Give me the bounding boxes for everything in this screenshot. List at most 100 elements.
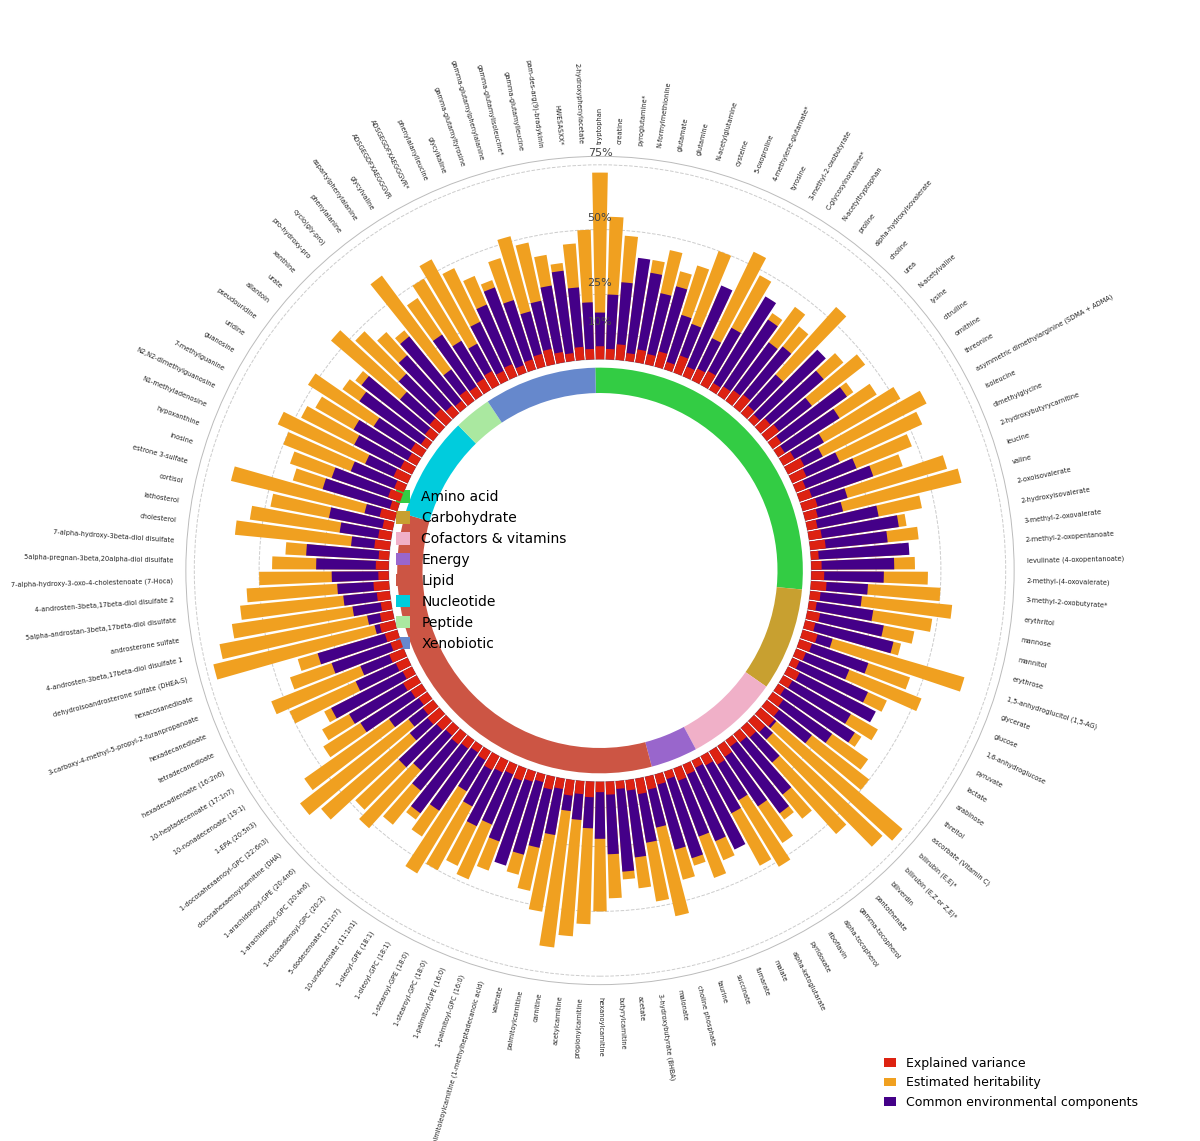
Wedge shape <box>329 508 395 531</box>
Wedge shape <box>749 715 882 847</box>
Wedge shape <box>544 775 554 790</box>
Wedge shape <box>293 469 400 511</box>
Wedge shape <box>259 572 389 585</box>
Wedge shape <box>298 630 400 671</box>
Text: dimethylglycine: dimethylglycine <box>992 381 1044 407</box>
Wedge shape <box>235 520 391 550</box>
Text: 1-EPA (20:5n3): 1-EPA (20:5n3) <box>214 820 258 855</box>
Wedge shape <box>808 529 822 540</box>
Text: glycerate: glycerate <box>1000 714 1031 731</box>
Wedge shape <box>529 775 554 848</box>
Wedge shape <box>426 752 499 871</box>
Wedge shape <box>784 390 926 475</box>
Wedge shape <box>726 342 778 406</box>
Wedge shape <box>811 572 884 583</box>
Text: 75%: 75% <box>588 148 612 159</box>
Wedge shape <box>762 424 779 440</box>
Wedge shape <box>408 701 438 727</box>
Wedge shape <box>768 693 868 770</box>
Text: 3-hydroxybutyrate (BHBA): 3-hydroxybutyrate (BHBA) <box>656 993 676 1081</box>
Text: 2-hydroxyisovalerate: 2-hydroxyisovalerate <box>1020 486 1091 503</box>
Wedge shape <box>664 362 674 372</box>
Text: 2-hydroxybutyrycarnitine: 2-hydroxybutyrycarnitine <box>1000 391 1081 427</box>
Wedge shape <box>355 331 451 426</box>
Wedge shape <box>232 601 392 639</box>
Wedge shape <box>571 780 584 820</box>
Wedge shape <box>800 630 965 691</box>
Wedge shape <box>420 259 499 389</box>
Text: citrulline: citrulline <box>942 299 970 321</box>
Text: N-acetylglutamine: N-acetylglutamine <box>715 100 738 161</box>
Wedge shape <box>788 657 799 669</box>
Wedge shape <box>646 775 666 827</box>
Wedge shape <box>354 435 416 475</box>
Text: levulinate (4-oxopentanoate): levulinate (4-oxopentanoate) <box>1027 555 1124 564</box>
Wedge shape <box>593 782 607 912</box>
Text: malate: malate <box>772 958 787 982</box>
Wedge shape <box>811 572 928 584</box>
Wedge shape <box>444 370 474 406</box>
Wedge shape <box>701 752 713 766</box>
Wedge shape <box>709 297 776 394</box>
Wedge shape <box>811 561 822 569</box>
Wedge shape <box>529 777 565 912</box>
Wedge shape <box>412 735 474 814</box>
Text: urea: urea <box>904 260 918 274</box>
Text: tyrosine: tyrosine <box>791 164 808 191</box>
Wedge shape <box>684 672 767 750</box>
Text: creatine: creatine <box>617 116 624 144</box>
Text: cyclo(gly-pro): cyclo(gly-pro) <box>292 208 326 248</box>
Wedge shape <box>406 735 474 819</box>
Text: 25%: 25% <box>588 278 612 288</box>
Wedge shape <box>733 729 791 794</box>
Wedge shape <box>768 387 847 448</box>
Text: 3-methyl-2-oxobutyrate: 3-methyl-2-oxobutyrate <box>808 129 852 201</box>
Wedge shape <box>535 772 545 782</box>
Wedge shape <box>768 693 832 743</box>
Wedge shape <box>283 432 407 493</box>
Wedge shape <box>534 354 545 369</box>
Wedge shape <box>360 648 407 675</box>
Text: pam-des-arg(9)-bradykinin: pam-des-arg(9)-bradykinin <box>524 58 544 148</box>
Text: ADSGEGDFXAEGGGVR: ADSGEGDFXAEGGGVR <box>350 133 392 201</box>
Wedge shape <box>563 243 584 361</box>
Wedge shape <box>803 469 961 520</box>
Wedge shape <box>396 657 412 671</box>
Wedge shape <box>664 266 709 372</box>
Wedge shape <box>616 780 635 880</box>
Legend: Explained variance, Estimated heritability, Common environmental components: Explained variance, Estimated heritabili… <box>878 1052 1144 1114</box>
Text: 1-palmitoyl-GPE (16:0): 1-palmitoyl-GPE (16:0) <box>413 966 446 1039</box>
Text: 2-hydroxyphenylacetate: 2-hydroxyphenylacetate <box>574 63 583 144</box>
Wedge shape <box>412 742 482 836</box>
Wedge shape <box>360 683 426 733</box>
Wedge shape <box>554 777 565 790</box>
Wedge shape <box>378 572 389 580</box>
Wedge shape <box>740 374 784 419</box>
Wedge shape <box>524 359 536 372</box>
Wedge shape <box>586 349 594 359</box>
Wedge shape <box>755 371 823 434</box>
Wedge shape <box>564 779 575 795</box>
Wedge shape <box>655 272 692 369</box>
Text: estrone 3-sulfate: estrone 3-sulfate <box>132 444 188 464</box>
Wedge shape <box>430 419 445 434</box>
Text: riboflavin: riboflavin <box>826 930 847 960</box>
Text: N1-methyladenosine: N1-methyladenosine <box>142 375 208 407</box>
Wedge shape <box>691 252 766 383</box>
Wedge shape <box>540 285 565 364</box>
Text: pantothenate: pantothenate <box>874 895 907 932</box>
Text: 2-methyl-(4-oxovalerate): 2-methyl-(4-oxovalerate) <box>1027 577 1110 585</box>
Wedge shape <box>646 250 683 366</box>
Wedge shape <box>635 273 662 364</box>
Wedge shape <box>512 772 545 855</box>
Wedge shape <box>616 780 634 872</box>
Wedge shape <box>437 715 451 730</box>
Wedge shape <box>584 782 594 798</box>
Wedge shape <box>412 729 467 791</box>
Text: ornithine: ornithine <box>954 315 983 337</box>
Text: 5alpha-pregnan-3beta,20alpha-diol disulfate: 5alpha-pregnan-3beta,20alpha-diol disulf… <box>24 555 173 564</box>
Wedge shape <box>745 588 802 687</box>
Wedge shape <box>635 777 647 794</box>
Wedge shape <box>433 334 482 399</box>
Text: gamma-glutamylisoleucine*: gamma-glutamylisoleucine* <box>476 63 504 156</box>
